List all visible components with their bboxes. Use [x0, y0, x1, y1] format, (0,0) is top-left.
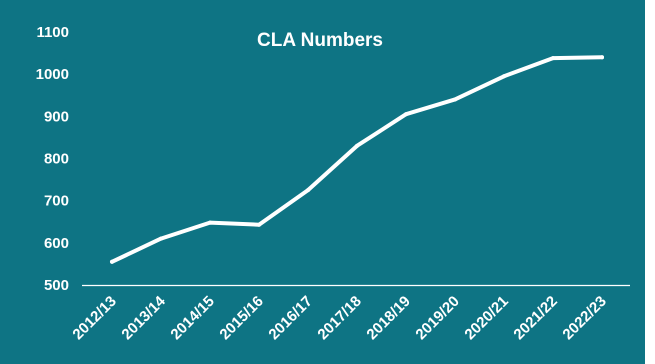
data-point	[453, 97, 457, 102]
data-point	[110, 259, 114, 264]
y-tick-label: 800	[44, 151, 69, 168]
data-point	[159, 236, 163, 241]
y-tick-label: 1000	[36, 66, 69, 83]
y-axis-ticks: 500 600 700 800 900 1000 1100	[36, 24, 69, 294]
data-point	[355, 143, 359, 148]
data-point	[306, 188, 310, 193]
data-point	[208, 220, 212, 225]
y-tick-label: 900	[44, 108, 69, 125]
chart-title: CLA Numbers	[257, 30, 383, 51]
data-point	[551, 56, 555, 61]
data-point	[257, 222, 261, 227]
data-point	[502, 74, 506, 79]
data-point	[404, 112, 408, 117]
data-point	[600, 55, 604, 60]
y-tick-label: 600	[44, 235, 69, 252]
series-group	[110, 55, 604, 264]
y-tick-label: 500	[44, 277, 69, 294]
y-tick-label: 700	[44, 193, 69, 210]
y-tick-label: 1100	[36, 24, 69, 41]
